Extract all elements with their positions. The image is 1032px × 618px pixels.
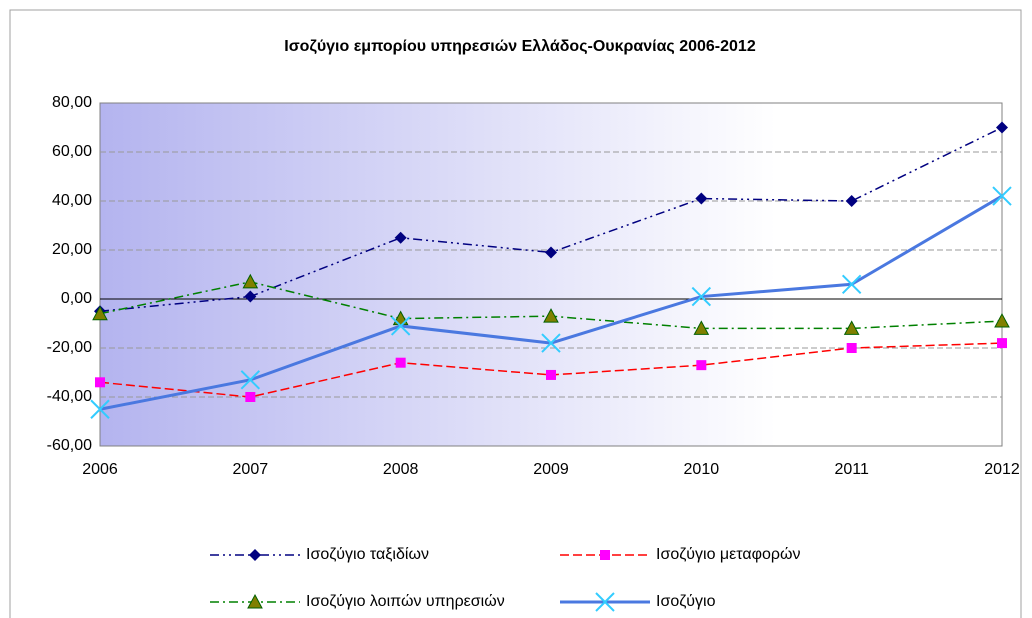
marker xyxy=(693,320,710,335)
marker xyxy=(695,192,708,205)
marker xyxy=(992,186,1012,206)
marker xyxy=(244,290,257,303)
y-tick-label: 60,00 xyxy=(52,143,92,160)
y-tick-label: 80,00 xyxy=(52,94,92,111)
y-tick-label: 20,00 xyxy=(52,241,92,258)
marker xyxy=(395,357,406,368)
marker xyxy=(394,231,407,244)
x-tick-label: 2010 xyxy=(684,461,720,478)
marker xyxy=(541,333,561,353)
marker xyxy=(92,305,108,321)
marker xyxy=(845,195,858,207)
x-tick-label: 2011 xyxy=(834,461,869,478)
marker xyxy=(247,593,263,609)
marker xyxy=(595,592,615,612)
marker xyxy=(546,369,556,380)
y-tick-label: 0,00 xyxy=(61,290,92,307)
x-tick-label: 2006 xyxy=(82,461,118,478)
chart-title: Ισοζύγιο εμπορίου υπηρεσιών Ελλάδος-Ουκρ… xyxy=(284,38,756,55)
marker xyxy=(90,399,110,419)
legend-label: Ισοζύγιο μεταφορών xyxy=(656,546,800,563)
marker xyxy=(242,273,259,289)
legend-label: Ισοζύγιο λοιπών υπηρεσιών xyxy=(306,593,505,610)
marker xyxy=(249,549,261,561)
marker xyxy=(846,343,857,353)
marker xyxy=(545,246,557,259)
marker xyxy=(390,316,411,336)
x-tick-label: 2007 xyxy=(233,461,269,478)
legend-label: Ισοζύγιο xyxy=(656,593,716,610)
y-tick-label: -40,00 xyxy=(47,388,92,405)
marker xyxy=(696,360,707,371)
marker xyxy=(95,377,105,388)
legend-label: Ισοζύγιο ταξιδίων xyxy=(306,546,429,563)
x-tick-label: 2008 xyxy=(383,461,419,478)
y-tick-label: 40,00 xyxy=(52,192,92,209)
marker xyxy=(240,370,261,390)
marker xyxy=(996,121,1008,134)
marker xyxy=(543,308,559,323)
x-tick-label: 2009 xyxy=(533,461,569,478)
marker xyxy=(843,320,860,335)
marker xyxy=(245,392,256,402)
marker xyxy=(997,338,1007,349)
y-tick-label: -60,00 xyxy=(47,437,92,454)
y-tick-label: -20,00 xyxy=(47,339,92,356)
marker xyxy=(994,312,1010,328)
x-tick-label: 2012 xyxy=(984,461,1020,478)
marker xyxy=(841,274,862,295)
marker xyxy=(600,550,610,560)
marker xyxy=(691,286,712,307)
